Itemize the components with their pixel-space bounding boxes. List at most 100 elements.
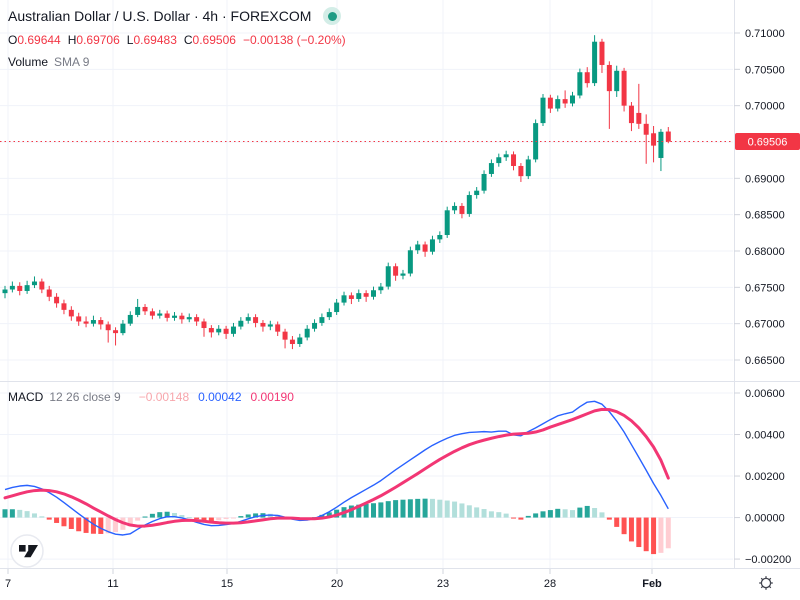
histogram-bar	[98, 517, 104, 534]
histogram-bar	[547, 510, 553, 518]
candle-body	[459, 205, 465, 214]
candle-body	[614, 70, 620, 92]
axis-label: 0.71000	[745, 28, 785, 40]
candle-body	[599, 41, 605, 65]
histogram-bar	[422, 498, 428, 518]
candle-body	[223, 328, 229, 334]
symbol-title[interactable]: Australian Dollar / U.S. Dollar · 4h · F…	[8, 8, 312, 24]
candle-body	[157, 313, 163, 316]
candle-body	[518, 165, 524, 177]
macd-line	[4, 400, 669, 536]
histogram-bar	[76, 517, 82, 532]
macd-indicator-panel	[2, 400, 671, 555]
candle-body	[503, 154, 509, 158]
histogram-bar	[378, 502, 384, 518]
candle-body	[422, 244, 428, 252]
histogram-bar	[466, 505, 472, 518]
candle-body	[488, 163, 494, 174]
candle-body	[496, 157, 502, 164]
macd-params: 12 26 close 9	[49, 390, 121, 404]
histogram-bar	[105, 517, 111, 534]
candlestick-series	[2, 35, 671, 350]
candle-body	[2, 289, 8, 294]
histogram-bar	[201, 517, 207, 521]
histogram-bar	[584, 505, 590, 518]
low-label: L	[126, 33, 134, 47]
time-axis[interactable]: 7 11 15 20 23 28 Feb	[5, 569, 662, 590]
close-label: C	[183, 33, 193, 47]
candle-body	[444, 210, 450, 236]
candle-body	[39, 281, 45, 290]
volume-params: SMA 9	[54, 55, 90, 69]
histogram-bar	[481, 509, 487, 518]
axis-label: 0.68000	[745, 246, 785, 258]
candle-body	[31, 281, 37, 286]
candle-body	[186, 317, 192, 320]
histogram-bar	[628, 517, 634, 542]
candle-body	[415, 244, 421, 251]
histogram-bar	[636, 517, 642, 548]
macd-signal-value: 0.00190	[250, 390, 294, 404]
candle-body	[341, 295, 347, 303]
axis-label: 0.70500	[745, 64, 785, 76]
histogram-bar	[326, 512, 332, 518]
histogram-bar	[555, 508, 561, 518]
macd-signal-line	[3, 407, 670, 528]
volume-label[interactable]: Volume	[8, 55, 49, 69]
candle-body	[592, 41, 598, 84]
histogram-bar	[540, 511, 546, 518]
histogram-bar	[230, 517, 236, 519]
histogram-bar	[24, 511, 30, 518]
histogram-bar	[393, 500, 399, 518]
candle-body	[17, 285, 23, 291]
histogram-bar	[407, 499, 413, 518]
histogram-bar	[400, 499, 406, 518]
candle-body	[437, 235, 443, 240]
histogram-bar	[90, 517, 96, 534]
candle-body	[46, 289, 52, 297]
candle-body	[474, 190, 480, 196]
histogram-bar	[253, 513, 259, 518]
histogram-bar	[562, 509, 568, 518]
macd-legend[interactable]: MACD 12 26 close 9 −0.00148 0.00042 0.00…	[8, 390, 294, 404]
candle-body	[238, 320, 244, 327]
histogram-bar	[172, 512, 178, 518]
candle-body	[149, 311, 155, 316]
histogram-bar	[46, 517, 52, 520]
histogram-bar	[525, 515, 531, 518]
gear-icon[interactable]	[759, 576, 773, 590]
price-axis[interactable]: 0.71000 0.70500 0.70000 0.69000 0.68500 0.680…	[734, 28, 800, 566]
volume-legend[interactable]: Volume SMA 9	[8, 55, 89, 69]
candle-body	[452, 205, 458, 211]
macd-label[interactable]: MACD	[8, 390, 44, 404]
histogram-bar	[245, 514, 251, 518]
candle-body	[643, 123, 649, 135]
histogram-bar	[592, 508, 598, 518]
histogram-bar	[127, 517, 133, 527]
tradingview-logo[interactable]	[10, 534, 44, 568]
market-status-icon[interactable]	[323, 7, 342, 25]
histogram-bar	[437, 499, 443, 518]
candle-body	[385, 266, 391, 287]
histogram-bar	[83, 517, 89, 533]
candle-body	[540, 97, 546, 124]
axis-label: 15	[221, 578, 233, 590]
histogram-bar	[164, 511, 170, 518]
candle-body	[658, 131, 664, 158]
candle-body	[120, 323, 126, 334]
histogram-bar	[606, 517, 612, 520]
histogram-bar	[488, 511, 494, 518]
candle-body	[562, 99, 568, 104]
candle-body	[201, 321, 207, 329]
candle-body	[230, 326, 236, 334]
symbol-legend[interactable]: Australian Dollar / U.S. Dollar · 4h · F…	[8, 7, 342, 25]
histogram-bar	[216, 517, 222, 521]
axis-label: 0.68500	[745, 210, 785, 222]
candle-body	[105, 324, 111, 331]
histogram-bar	[503, 513, 509, 518]
histogram-bar	[415, 498, 421, 518]
last-price-badge	[735, 133, 800, 151]
axis-label: 0.67000	[745, 319, 785, 331]
